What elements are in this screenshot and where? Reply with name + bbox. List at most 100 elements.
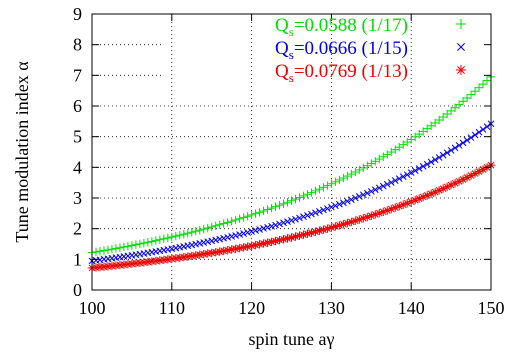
data-point bbox=[284, 218, 291, 225]
data-point bbox=[212, 236, 220, 244]
data-point bbox=[335, 221, 344, 230]
data-point bbox=[474, 83, 484, 92]
data-point bbox=[183, 228, 192, 238]
ticks bbox=[91, 13, 492, 291]
x-tick-label: 100 bbox=[79, 298, 106, 318]
data-point bbox=[276, 220, 283, 228]
data-point bbox=[347, 196, 355, 204]
data-point bbox=[367, 188, 375, 195]
data-point bbox=[155, 235, 165, 244]
legend-entry: Qs=0.0588 (1/17) bbox=[275, 15, 466, 39]
data-point bbox=[307, 188, 316, 197]
data-point bbox=[251, 209, 260, 218]
data-point bbox=[363, 189, 371, 197]
data-point bbox=[191, 226, 200, 236]
x-tick-label: 140 bbox=[398, 298, 425, 318]
data-point bbox=[339, 173, 348, 183]
data-point bbox=[371, 186, 379, 194]
x-tick-label: 130 bbox=[318, 298, 345, 318]
data-point bbox=[343, 171, 352, 181]
y-tick-label: 8 bbox=[73, 35, 82, 55]
data-point bbox=[119, 242, 129, 252]
y-tick-label: 6 bbox=[73, 96, 82, 116]
data-point bbox=[363, 161, 372, 170]
data-point bbox=[231, 215, 240, 225]
data-point bbox=[184, 242, 192, 250]
data-point bbox=[371, 157, 380, 166]
data-point bbox=[271, 202, 280, 211]
data-point bbox=[351, 194, 359, 202]
y-tick-label: 1 bbox=[73, 249, 82, 269]
data-point bbox=[216, 235, 224, 243]
data-point bbox=[300, 213, 307, 221]
data-point bbox=[303, 190, 312, 199]
data-point bbox=[256, 226, 263, 233]
data-point bbox=[127, 241, 137, 250]
data-point bbox=[180, 243, 188, 250]
data-point bbox=[228, 233, 236, 240]
y-tick-label: 0 bbox=[73, 280, 82, 300]
data-point bbox=[375, 154, 384, 164]
data-point bbox=[327, 223, 336, 232]
data-point bbox=[176, 243, 184, 251]
data-point bbox=[252, 227, 259, 234]
data-point bbox=[203, 223, 212, 233]
data-point bbox=[383, 180, 391, 188]
data-point bbox=[291, 232, 300, 241]
data-point bbox=[103, 245, 113, 255]
data-point bbox=[272, 221, 279, 229]
data-point bbox=[244, 229, 251, 236]
data-point bbox=[220, 234, 228, 242]
data-point bbox=[439, 151, 447, 159]
data-point bbox=[328, 203, 335, 211]
y-tick-label: 5 bbox=[73, 127, 82, 147]
data-point bbox=[323, 181, 332, 190]
data-point bbox=[459, 139, 467, 147]
data-point bbox=[447, 146, 455, 154]
data-point bbox=[123, 242, 133, 251]
data-point bbox=[243, 212, 252, 221]
series-layer bbox=[87, 72, 496, 273]
data-point bbox=[462, 93, 472, 103]
data-point bbox=[391, 177, 399, 184]
data-point bbox=[219, 219, 228, 228]
data-point bbox=[387, 179, 395, 186]
data-point bbox=[431, 156, 439, 164]
data-point bbox=[240, 230, 247, 237]
data-point bbox=[247, 210, 256, 220]
y-tick-label: 2 bbox=[73, 219, 82, 239]
data-point bbox=[478, 79, 488, 89]
data-point bbox=[147, 237, 157, 246]
data-point bbox=[260, 225, 267, 232]
data-point bbox=[195, 225, 204, 235]
data-point bbox=[463, 136, 471, 144]
data-point bbox=[479, 126, 487, 133]
data-point bbox=[267, 203, 276, 213]
data-point bbox=[280, 219, 287, 227]
data-point bbox=[227, 217, 236, 226]
data-point bbox=[111, 244, 121, 253]
data-point bbox=[411, 167, 419, 174]
data-point bbox=[131, 240, 141, 249]
data-point bbox=[236, 231, 244, 238]
data-point bbox=[171, 231, 180, 241]
data-point bbox=[451, 144, 459, 152]
data-point bbox=[291, 194, 300, 204]
data-point bbox=[283, 198, 292, 207]
legend: Qs=0.0588 (1/17)Qs=0.0666 (1/15)Qs=0.076… bbox=[275, 15, 466, 85]
data-point bbox=[482, 76, 492, 85]
data-point bbox=[455, 142, 463, 149]
series-2 bbox=[88, 120, 495, 265]
data-point bbox=[399, 173, 407, 181]
legend-label: Qs=0.0666 (1/15) bbox=[275, 38, 408, 62]
data-point bbox=[288, 217, 295, 224]
legend-marker bbox=[457, 43, 465, 51]
data-point bbox=[320, 206, 327, 214]
data-point bbox=[359, 163, 368, 173]
data-point bbox=[308, 210, 315, 218]
data-point bbox=[159, 234, 169, 244]
data-point bbox=[339, 220, 348, 229]
data-point bbox=[223, 246, 232, 255]
data-point bbox=[251, 240, 260, 250]
